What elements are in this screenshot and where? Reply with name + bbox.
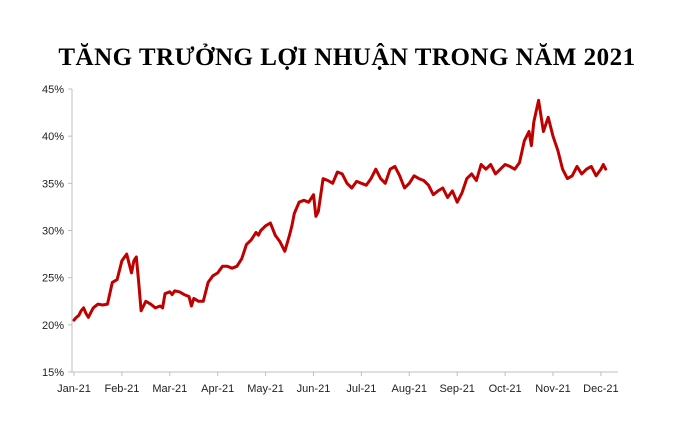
y-tick-label: 30%	[42, 226, 64, 238]
chart-axes	[68, 88, 618, 376]
y-tick-label: 35%	[42, 178, 64, 190]
x-tick-label: May-21	[247, 383, 284, 395]
y-tick-label: 20%	[42, 320, 64, 332]
y-axis-labels: 15% 20% 25% 30% 35% 40% 45%	[42, 84, 64, 379]
x-tick-label: Dec-21	[583, 383, 618, 395]
x-tick-label: Jun-21	[297, 383, 331, 395]
y-tick-label: 15%	[42, 367, 64, 379]
x-tick-label: Jan-21	[57, 383, 91, 395]
x-tick-label: Nov-21	[535, 383, 570, 395]
y-tick-label: 45%	[42, 84, 64, 96]
x-tick-label: Oct-21	[489, 383, 522, 395]
y-tick-label: 25%	[42, 273, 64, 285]
x-axis-labels: Jan-21 Feb-21 Mar-21 Apr-21 May-21 Jun-21 Jul-…	[57, 383, 618, 395]
chart-title: TĂNG TRƯỞNG LỢI NHUẬN TRONG NĂM 2021	[58, 44, 636, 71]
x-tick-label: Sep-21	[439, 383, 474, 395]
series-group	[72, 98, 608, 322]
y-tick-label: 40%	[42, 131, 64, 143]
x-tick-label: Aug-21	[392, 383, 427, 395]
x-tick-label: Feb-21	[104, 383, 139, 395]
x-tick-label: Apr-21	[201, 383, 234, 395]
x-tick-label: Mar-21	[152, 383, 187, 395]
x-tick-label: Jul-21	[346, 383, 376, 395]
series-line	[72, 98, 608, 322]
